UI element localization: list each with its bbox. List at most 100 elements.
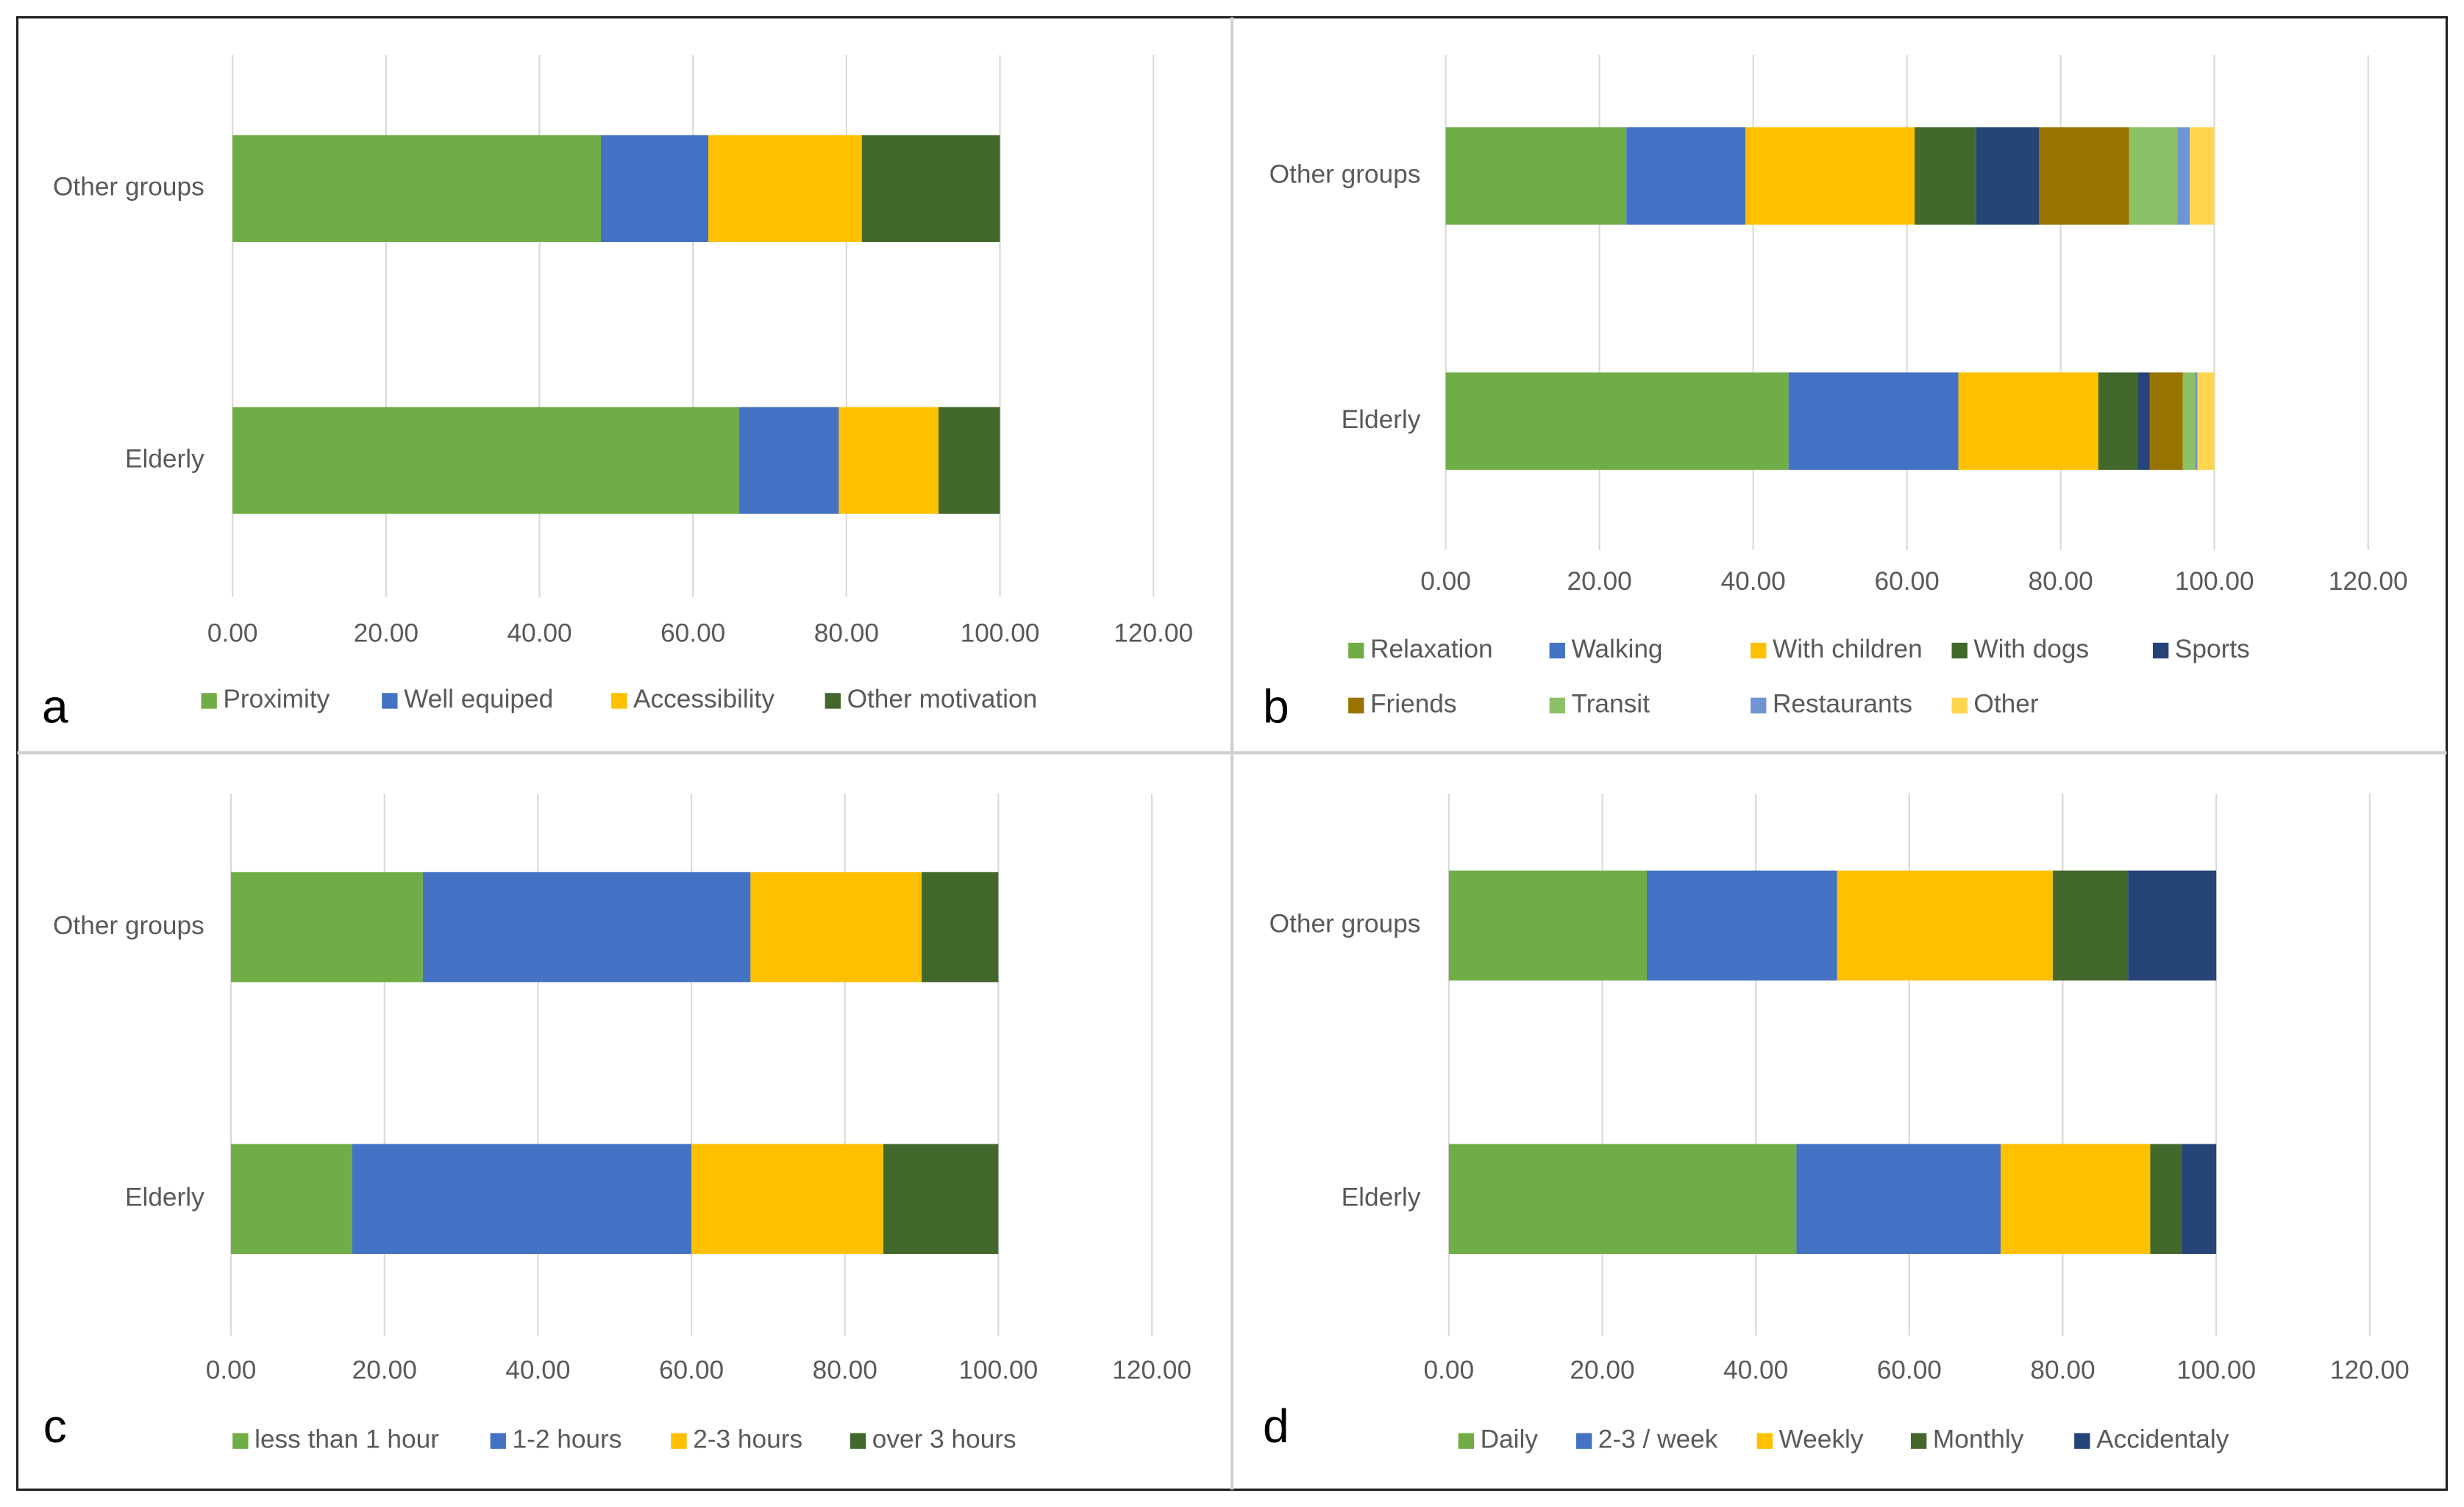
x-tick-label: 40.00: [1720, 567, 1785, 596]
x-tick-label: 80.00: [2029, 567, 2093, 596]
bar-segment: [2182, 1144, 2217, 1254]
bar-segment: [232, 407, 739, 514]
bar-segment: [2000, 1144, 2151, 1254]
legend-label: over 3 hours: [872, 1425, 1016, 1454]
legend-swatch: [382, 693, 398, 709]
bar-segment: [1626, 127, 1746, 225]
bar-segment: [738, 407, 839, 514]
legend-swatch: [1910, 1433, 1927, 1449]
x-tick-label: 80.00: [2030, 1356, 2095, 1385]
legend-label: With dogs: [1973, 635, 2089, 663]
x-tick-label: 120.00: [1114, 619, 1193, 648]
panel-label: a: [42, 680, 68, 733]
y-tick-label: Other groups: [1270, 910, 1421, 938]
legend-label: Weekly: [1778, 1425, 1863, 1454]
legend-swatch: [2152, 642, 2169, 659]
bar-segment: [708, 135, 862, 243]
legend-swatch: [201, 693, 217, 709]
x-tick-label: 100.00: [2175, 567, 2254, 596]
legend-label: less than 1 hour: [254, 1425, 439, 1454]
bar-segment: [2195, 372, 2198, 470]
x-tick-label: 0.00: [206, 1356, 257, 1385]
legend-swatch: [850, 1433, 866, 1449]
y-tick-label: Other groups: [53, 911, 204, 940]
legend-swatch: [1348, 697, 1364, 714]
x-tick-label: 20.00: [352, 1356, 417, 1385]
x-tick-label: 60.00: [659, 1356, 724, 1385]
legend-label: Walking: [1571, 635, 1662, 663]
bar-segment: [1837, 870, 2053, 981]
legend-label: Accidentaly: [2096, 1425, 2229, 1454]
x-tick-label: 0.00: [1424, 1356, 1475, 1385]
legend-swatch: [825, 693, 841, 709]
legend-swatch: [1549, 642, 1565, 659]
legend-label: 1-2 hours: [512, 1425, 622, 1454]
panel-label: d: [1263, 1400, 1289, 1453]
x-tick-label: 20.00: [1570, 1356, 1634, 1385]
legend-swatch: [1348, 642, 1364, 659]
bar-segment: [1958, 372, 2098, 470]
legend-swatch: [490, 1433, 506, 1449]
bar-segment: [861, 135, 1000, 243]
x-tick-label: 60.00: [1875, 567, 1940, 596]
bar-segment: [231, 1144, 352, 1254]
legend-label: Relaxation: [1370, 635, 1493, 663]
bar-segment: [422, 872, 751, 983]
bar-segment: [232, 135, 601, 243]
bar-segment: [2137, 372, 2150, 470]
x-tick-label: 80.00: [814, 619, 879, 648]
legend-label: Daily: [1481, 1425, 1539, 1454]
bar-segment: [1448, 870, 1648, 981]
bar-segment: [1745, 127, 1915, 225]
bar-segment: [2177, 127, 2190, 225]
bar-segment: [2128, 870, 2217, 981]
legend-swatch: [2074, 1433, 2090, 1449]
x-tick-label: 0.00: [207, 619, 258, 648]
panel-label: b: [1263, 680, 1289, 733]
bar-segment: [2197, 372, 2215, 470]
bar-segment: [939, 407, 1000, 514]
x-tick-label: 40.00: [507, 619, 572, 648]
bar-segment: [2149, 372, 2183, 470]
bar-segment: [1915, 127, 1976, 225]
bar-segment: [2098, 372, 2138, 470]
legend-swatch: [1951, 697, 1968, 714]
bar-segment: [838, 407, 939, 514]
legend-swatch: [1458, 1433, 1475, 1449]
legend-label: Well equiped: [404, 685, 553, 713]
legend-label: Accessibility: [633, 685, 775, 713]
bar-segment: [600, 135, 709, 243]
x-tick-label: 60.00: [1877, 1356, 1942, 1385]
legend-swatch: [1549, 697, 1565, 714]
x-tick-label: 20.00: [354, 619, 419, 648]
x-tick-label: 100.00: [958, 1356, 1038, 1385]
bar-segment: [231, 872, 423, 983]
bar-segment: [352, 1144, 692, 1254]
legend-label: 2-3 / week: [1598, 1425, 1718, 1454]
bar-segment: [883, 1144, 999, 1254]
y-tick-label: Elderly: [125, 1183, 204, 1212]
x-tick-label: 120.00: [2330, 1356, 2410, 1385]
bar-segment: [1448, 1144, 1797, 1254]
legend-label: With children: [1773, 635, 1923, 663]
legend-label: Other: [1973, 690, 2038, 719]
bar-segment: [750, 872, 922, 983]
x-tick-label: 120.00: [1112, 1356, 1192, 1385]
legend-swatch: [1751, 697, 1767, 714]
x-tick-label: 40.00: [1723, 1356, 1788, 1385]
legend-swatch: [1575, 1433, 1592, 1449]
legend-label: Friends: [1370, 690, 1457, 719]
bar-segment: [2182, 372, 2196, 470]
x-tick-label: 100.00: [961, 619, 1040, 648]
legend-label: Other motivation: [847, 685, 1038, 713]
bar-segment: [691, 1144, 883, 1254]
bar-segment: [2129, 127, 2178, 225]
y-tick-label: Other groups: [53, 173, 204, 202]
bar-segment: [1796, 1144, 2001, 1254]
x-tick-label: 120.00: [2329, 567, 2408, 596]
bar-segment: [1445, 127, 1627, 225]
x-tick-label: 20.00: [1567, 567, 1631, 596]
legend-swatch: [1951, 642, 1968, 659]
bar-segment: [1976, 127, 2040, 225]
